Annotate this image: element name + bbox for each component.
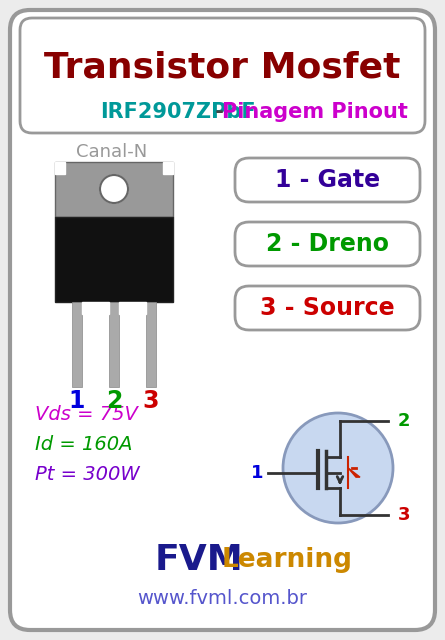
- Text: IRF2907ZPbF: IRF2907ZPbF: [100, 102, 255, 122]
- Bar: [72, 302, 82, 387]
- Text: 1 - Gate: 1 - Gate: [275, 168, 380, 192]
- FancyBboxPatch shape: [10, 10, 435, 630]
- Text: Pt = 300W: Pt = 300W: [35, 465, 140, 484]
- Polygon shape: [348, 468, 360, 477]
- Bar: [55, 217, 173, 302]
- FancyBboxPatch shape: [235, 222, 420, 266]
- Circle shape: [100, 175, 128, 203]
- Text: 2: 2: [106, 389, 122, 413]
- Bar: [119, 302, 146, 314]
- Text: 2: 2: [398, 412, 410, 430]
- Text: Canal-N: Canal-N: [77, 143, 148, 161]
- Text: Id = 160A: Id = 160A: [35, 435, 133, 454]
- FancyBboxPatch shape: [235, 286, 420, 330]
- FancyBboxPatch shape: [235, 158, 420, 202]
- FancyBboxPatch shape: [20, 18, 425, 133]
- Text: 3: 3: [143, 389, 159, 413]
- Circle shape: [283, 413, 393, 523]
- Text: 1: 1: [251, 464, 263, 482]
- Bar: [146, 302, 156, 387]
- Bar: [163, 162, 173, 174]
- Bar: [82, 302, 109, 314]
- Text: Vds = 75V: Vds = 75V: [35, 406, 138, 424]
- Text: www.fvml.com.br: www.fvml.com.br: [137, 589, 307, 607]
- Text: Pinagem Pinout: Pinagem Pinout: [222, 102, 408, 122]
- Text: Transistor Mosfet: Transistor Mosfet: [44, 51, 400, 85]
- Bar: [109, 302, 119, 387]
- Bar: [55, 162, 65, 174]
- Text: 3 - Source: 3 - Source: [260, 296, 395, 320]
- FancyBboxPatch shape: [55, 162, 173, 217]
- Text: 3: 3: [398, 506, 410, 524]
- Text: 2 - Dreno: 2 - Dreno: [266, 232, 389, 256]
- Text: FVM: FVM: [155, 543, 244, 577]
- Text: -: -: [208, 102, 231, 122]
- Text: Learning: Learning: [222, 547, 353, 573]
- Text: 1: 1: [69, 389, 85, 413]
